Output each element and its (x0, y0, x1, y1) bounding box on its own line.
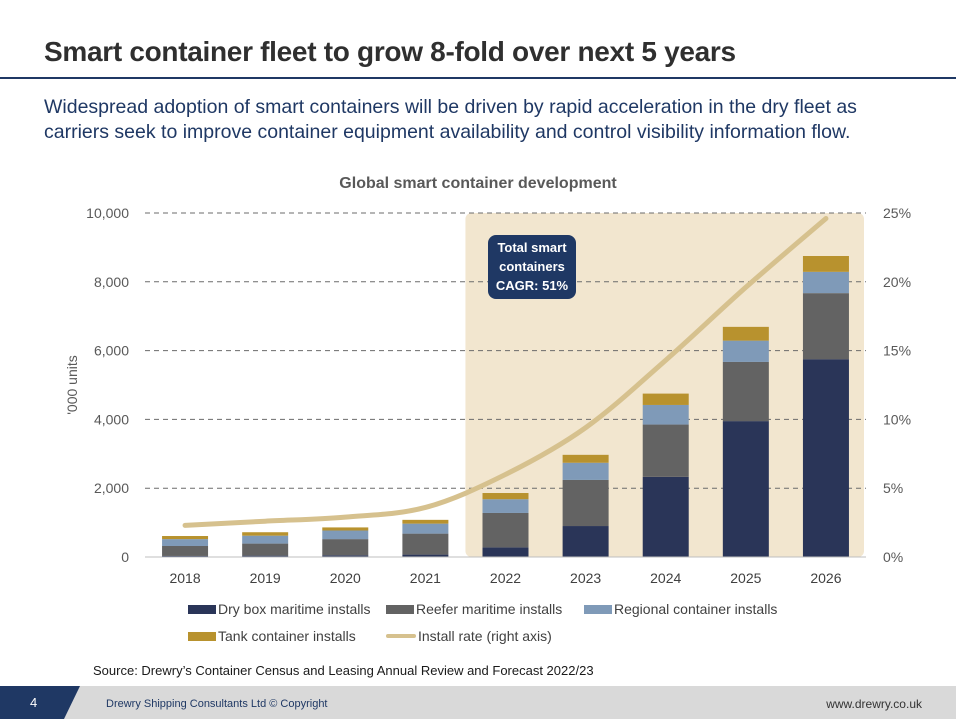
bar-tank-container-installs-2021 (402, 519, 449, 524)
legend-color-swatch (188, 631, 216, 641)
bar-reefer-maritime-installs-2020 (322, 539, 369, 556)
legend-color-swatch (188, 604, 216, 614)
page-number: 4 (30, 695, 38, 710)
bar-tank-container-installs-2022 (482, 493, 529, 500)
chart-title: Global smart container development (339, 175, 617, 192)
x-tick-label: 2025 (730, 570, 761, 586)
legend-label: Dry box maritime installs (218, 601, 371, 617)
footer-page-tab (0, 686, 80, 719)
bar-regional-container-installs-2026 (802, 271, 849, 294)
x-tick-label: 2022 (490, 570, 521, 586)
x-tick-label: 2019 (250, 570, 281, 586)
footer-copyright: Drewry Shipping Consultants Ltd © Copyri… (106, 698, 328, 710)
bar-dry-box-maritime-installs-2023 (562, 526, 609, 557)
bar-tank-container-installs-2023 (562, 454, 609, 463)
bar-dry-box-maritime-installs-2018 (162, 555, 209, 557)
bar-reefer-maritime-installs-2022 (482, 512, 529, 548)
y2-tick-label: 0% (883, 549, 903, 565)
y2-tick-label: 5% (883, 480, 903, 496)
bar-tank-container-installs-2020 (322, 527, 369, 531)
y-tick-label: 10,000 (86, 205, 129, 221)
bar-regional-container-installs-2023 (562, 462, 609, 480)
y-tick-label: 4,000 (94, 411, 129, 427)
bar-tank-container-installs-2024 (642, 393, 689, 405)
page-title: Smart container fleet to grow 8-fold ove… (44, 36, 736, 67)
x-tick-label: 2023 (570, 570, 601, 586)
bar-tank-container-installs-2019 (242, 532, 289, 536)
bar-regional-container-installs-2025 (722, 340, 769, 362)
bar-regional-container-installs-2021 (402, 523, 449, 534)
legend-item: Reefer maritime installs (386, 601, 562, 617)
bar-dry-box-maritime-installs-2019 (242, 555, 289, 557)
bar-reefer-maritime-installs-2021 (402, 533, 449, 555)
y-axis-label: '000 units (64, 355, 80, 415)
legend-color-swatch (386, 604, 414, 614)
bar-dry-box-maritime-installs-2020 (322, 555, 369, 557)
legend-label: Regional container installs (614, 601, 778, 617)
bar-dry-box-maritime-installs-2022 (482, 547, 529, 557)
cagr-annotation-line: containers (499, 259, 565, 274)
page-subtitle: Widespread adoption of smart containers … (44, 96, 857, 143)
legend-item: Tank container installs (188, 628, 356, 644)
x-tick-label: 2020 (330, 570, 361, 586)
footer-bar: 4 Drewry Shipping Consultants Ltd © Copy… (0, 686, 956, 719)
x-tick-label: 2021 (410, 570, 441, 586)
legend-item: Dry box maritime installs (188, 601, 370, 617)
cagr-annotation-line: Total smart (497, 240, 567, 255)
y-tick-label: 6,000 (94, 343, 129, 359)
x-tick-label: 2018 (169, 570, 200, 586)
bar-tank-container-installs-2025 (722, 326, 769, 341)
bar-dry-box-maritime-installs-2025 (722, 421, 769, 557)
x-tick-label: 2026 (810, 570, 841, 586)
y2-tick-label: 10% (883, 411, 911, 427)
bar-regional-container-installs-2022 (482, 499, 529, 513)
cagr-annotation-line: CAGR: 51% (496, 278, 569, 293)
legend-label: Reefer maritime installs (416, 601, 563, 617)
legend-line-swatch (386, 634, 416, 638)
cagr-annotation-box (488, 235, 576, 299)
bar-regional-container-installs-2019 (242, 535, 289, 544)
y2-tick-label: 25% (883, 205, 911, 221)
bar-tank-container-installs-2018 (162, 536, 209, 540)
legend-item: Install rate (right axis) (386, 628, 552, 644)
bar-regional-container-installs-2018 (162, 539, 209, 546)
y-tick-label: 2,000 (94, 480, 129, 496)
y2-tick-label: 15% (883, 343, 911, 359)
legend-label: Tank container installs (218, 628, 356, 644)
legend-label: Install rate (right axis) (418, 628, 552, 644)
source-note: Source: Drewry’s Container Census and Le… (93, 663, 594, 678)
stacked-bar-chart: 0 2,000 4,000 6,000 8,000 10,000 0% 5% 10% 15% 20%… (64, 205, 911, 586)
title-divider (0, 77, 956, 79)
y-tick-label: 0 (121, 549, 129, 565)
install-rate-line (182, 216, 829, 528)
bar-reefer-maritime-installs-2025 (722, 361, 769, 422)
bar-regional-container-installs-2024 (642, 404, 689, 425)
legend-item: Regional container installs (584, 601, 777, 617)
bar-dry-box-maritime-installs-2024 (642, 476, 689, 557)
bar-regional-container-installs-2020 (322, 530, 369, 540)
bar-reefer-maritime-installs-2023 (562, 479, 609, 527)
footer-website[interactable]: www.drewry.co.uk (826, 697, 922, 711)
bar-reefer-maritime-installs-2026 (802, 293, 849, 360)
legend-color-swatch (584, 604, 612, 614)
bar-dry-box-maritime-installs-2021 (402, 554, 449, 557)
bar-tank-container-installs-2026 (802, 256, 849, 272)
y-tick-label: 8,000 (94, 274, 129, 290)
y2-tick-label: 20% (883, 274, 911, 290)
bar-dry-box-maritime-installs-2026 (802, 359, 849, 557)
x-tick-label: 2024 (650, 570, 681, 586)
bar-reefer-maritime-installs-2024 (642, 424, 689, 477)
bar-reefer-maritime-installs-2019 (242, 543, 289, 556)
bar-reefer-maritime-installs-2018 (162, 545, 209, 556)
